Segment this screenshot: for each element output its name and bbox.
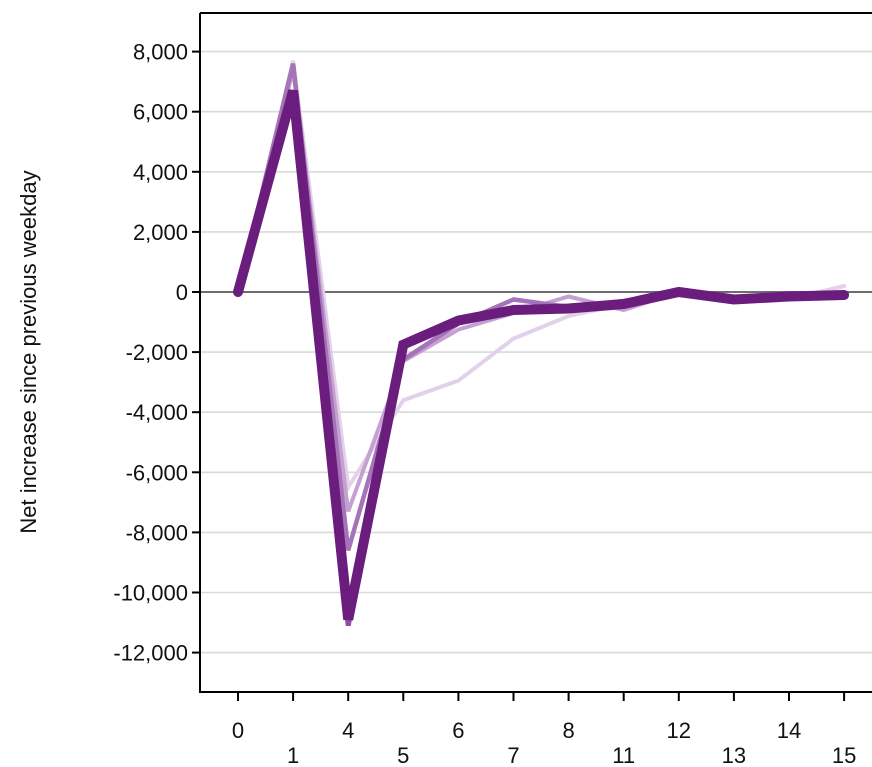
y-tick-label: -6,000	[126, 460, 188, 485]
x-tick-label: 1	[287, 743, 299, 767]
x-tick-label: 7	[507, 743, 519, 767]
x-tick-label: 5	[397, 743, 409, 767]
x-tick-labels: 0 4 6 8 12 141 5 7 11 13 15	[232, 718, 856, 767]
y-tick-label: -4,000	[126, 400, 188, 425]
x-tick-label: 4	[342, 718, 354, 743]
x-tick-label: 13	[722, 743, 746, 767]
y-tick-labels: 8,000 6,000 4,000 2,000 0 -2,000 -4,000 -6,000 -…	[113, 40, 188, 666]
y-tick-label: -12,000	[113, 641, 188, 666]
series-lines	[233, 60, 850, 627]
y-axis-title: Net increase since previous weekday	[16, 170, 41, 533]
x-tick-label: 14	[777, 718, 801, 743]
y-tick-label: -8,000	[126, 520, 188, 545]
x-tick-label: 12	[667, 718, 691, 743]
y-tick-label: -2,000	[126, 340, 188, 365]
y-tick-label: 6,000	[133, 100, 188, 125]
series-line-5	[233, 89, 850, 621]
x-tick-label: 15	[832, 743, 856, 767]
axes	[192, 12, 872, 701]
y-tick-label: -10,000	[113, 581, 188, 606]
x-tick-label: 11	[612, 743, 635, 767]
y-tick-label: 4,000	[133, 160, 188, 185]
y-tick-label: 8,000	[133, 40, 188, 65]
y-tick-label: 0	[176, 280, 188, 305]
y-tick-label: 2,000	[133, 220, 188, 245]
x-tick-label: 6	[452, 718, 464, 743]
x-tick-label: 0	[232, 718, 244, 743]
x-tick-label: 8	[562, 718, 574, 743]
gridlines	[200, 50, 872, 654]
